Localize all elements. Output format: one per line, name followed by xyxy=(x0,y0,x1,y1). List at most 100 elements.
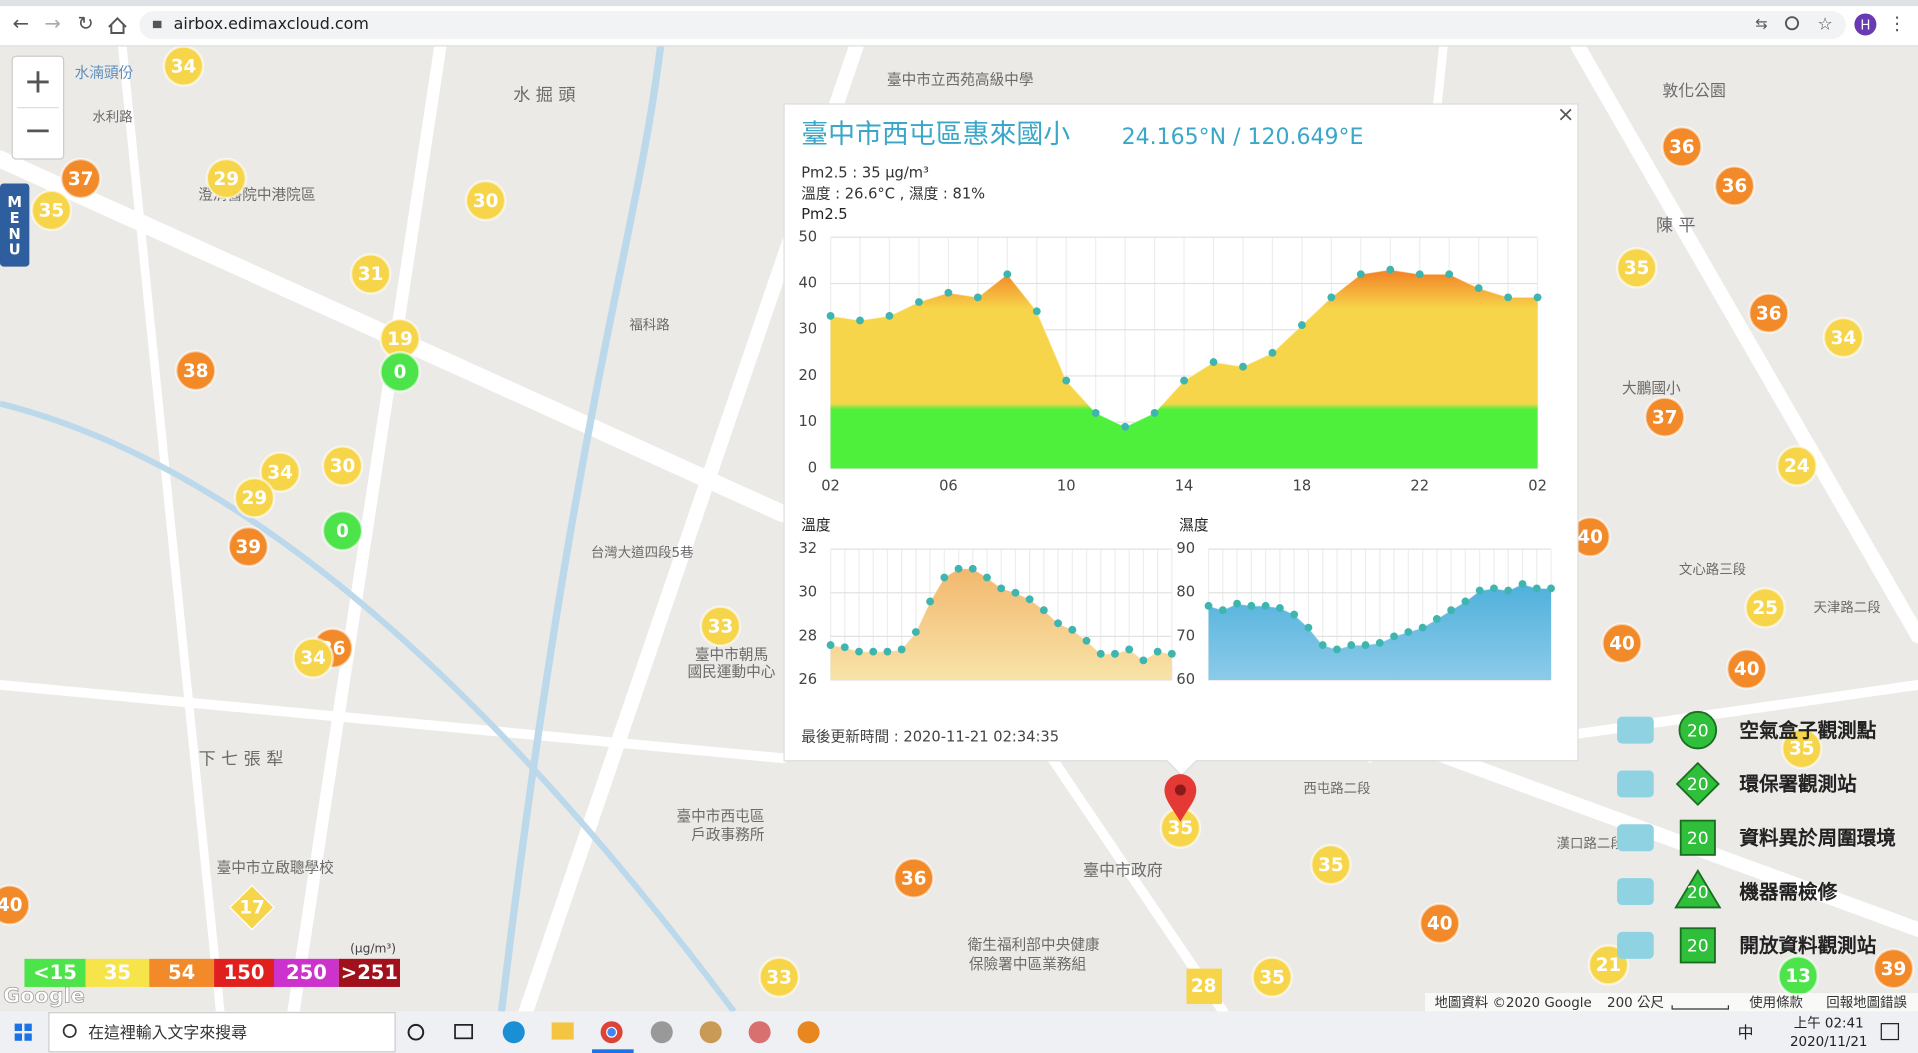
app-icon[interactable] xyxy=(748,1021,771,1044)
zoom-in[interactable]: + xyxy=(24,62,53,102)
air-marker[interactable] xyxy=(205,157,248,200)
marker-value: 35 xyxy=(1624,258,1650,279)
back-button[interactable]: ← xyxy=(13,12,29,35)
air-marker[interactable] xyxy=(1644,396,1686,438)
air-marker[interactable] xyxy=(259,451,301,493)
search-box[interactable] xyxy=(48,1012,396,1053)
data-point xyxy=(856,316,864,325)
pm25-reading: Pm2.5 : 35 μg/m³ xyxy=(801,165,929,182)
air-marker[interactable] xyxy=(321,509,364,552)
ime-indicator[interactable]: 中 xyxy=(1738,1023,1754,1042)
profile-avatar[interactable] xyxy=(1854,13,1877,36)
start-button[interactable] xyxy=(14,1023,32,1041)
active-indicator xyxy=(592,1049,634,1053)
air-marker[interactable] xyxy=(1251,956,1293,998)
data-point xyxy=(1327,293,1336,302)
air-marker[interactable] xyxy=(292,637,334,679)
app-icon[interactable] xyxy=(650,1021,673,1044)
epa-marker[interactable] xyxy=(229,884,275,931)
data-point xyxy=(826,641,835,650)
marker-value: 40 xyxy=(1577,527,1603,548)
air-marker[interactable] xyxy=(1872,947,1915,990)
air-marker[interactable] xyxy=(758,956,800,998)
translate-icon[interactable]: ⇆ xyxy=(1755,15,1767,32)
zoom-icon[interactable] xyxy=(1784,16,1800,31)
legend-label: 空氣盒子觀測點 xyxy=(1739,719,1876,742)
map-label: 下 七 張 犁 xyxy=(199,749,284,769)
zoom-out[interactable]: − xyxy=(24,111,53,151)
air-marker[interactable] xyxy=(1776,445,1818,487)
home-button[interactable] xyxy=(108,16,127,34)
data-point xyxy=(1490,584,1498,593)
air-marker[interactable] xyxy=(1725,648,1768,690)
app-icon[interactable] xyxy=(797,1021,820,1044)
air-marker[interactable] xyxy=(30,189,73,232)
marker-value: 40 xyxy=(1609,634,1635,655)
air-marker[interactable] xyxy=(892,857,935,899)
air-marker[interactable] xyxy=(1615,247,1658,289)
air-marker[interactable] xyxy=(349,253,392,295)
explorer-app[interactable] xyxy=(551,1022,574,1040)
data-point xyxy=(1125,645,1134,654)
air-marker[interactable] xyxy=(59,157,102,200)
forward-button[interactable]: → xyxy=(44,12,60,35)
attribution-bar xyxy=(1425,993,1918,1012)
air-marker[interactable] xyxy=(1747,292,1790,334)
cortana-button[interactable] xyxy=(407,1023,425,1041)
reload-button[interactable]: ↻ xyxy=(77,12,93,35)
search-placeholder[interactable]: 在這裡輸入文字來搜尋 xyxy=(88,1023,247,1042)
app-icon[interactable] xyxy=(699,1021,722,1044)
air-marker[interactable] xyxy=(0,884,31,926)
data-point xyxy=(1180,376,1188,385)
air-marker[interactable] xyxy=(1601,622,1643,665)
legend-badge-value: 20 xyxy=(1687,775,1709,795)
area xyxy=(830,269,1538,469)
air-marker[interactable] xyxy=(1781,727,1823,770)
menu-button[interactable] xyxy=(0,183,30,267)
marker-value: 39 xyxy=(236,537,262,558)
url[interactable]: airbox.edimaxcloud.com xyxy=(174,14,369,33)
map-scale: 200 公尺 xyxy=(1607,995,1664,1011)
data-point xyxy=(1275,604,1284,612)
marker-value: 29 xyxy=(242,488,268,509)
data-point xyxy=(911,628,920,636)
address-bar[interactable] xyxy=(139,11,1846,40)
data-point xyxy=(1247,601,1256,610)
popup-close[interactable]: × xyxy=(1557,102,1574,126)
start-tile xyxy=(24,1033,32,1041)
air-marker[interactable] xyxy=(1418,902,1461,945)
y-tick-label: 50 xyxy=(798,228,817,245)
data-point xyxy=(1204,601,1213,610)
air-marker[interactable] xyxy=(464,179,507,222)
notification-button[interactable] xyxy=(1880,1023,1900,1041)
edge-app[interactable] xyxy=(502,1021,525,1044)
terms-link[interactable]: 使用條款 xyxy=(1749,994,1803,1011)
menu-dots[interactable]: ⋮ xyxy=(1888,13,1906,34)
air-marker[interactable] xyxy=(1822,316,1865,359)
marker-value: 40 xyxy=(1427,914,1453,935)
report-link[interactable]: 回報地圖錯誤 xyxy=(1826,994,1907,1011)
open-data-marker[interactable] xyxy=(1186,968,1222,1005)
air-marker[interactable] xyxy=(699,605,742,647)
air-marker[interactable] xyxy=(233,476,276,519)
map-label: 漢口路二段 xyxy=(1557,836,1624,852)
air-marker[interactable] xyxy=(321,445,364,487)
data-point xyxy=(1474,284,1483,293)
data-point xyxy=(1150,409,1159,417)
map-label: 國民運動中心 xyxy=(688,664,776,681)
air-marker[interactable] xyxy=(1310,843,1352,886)
chart: 26 28 30 32 xyxy=(798,540,1176,688)
air-marker[interactable] xyxy=(1713,165,1756,207)
task-view-button[interactable] xyxy=(454,1024,474,1040)
pm-scale: <15 35 54 150 250 >251 xyxy=(24,958,400,987)
air-marker[interactable] xyxy=(379,351,421,393)
air-marker[interactable] xyxy=(1661,125,1703,168)
air-marker[interactable] xyxy=(174,349,217,392)
air-marker[interactable] xyxy=(227,525,270,568)
marker-value: 36 xyxy=(1669,137,1695,158)
bookmark-icon[interactable]: ☆ xyxy=(1817,14,1832,34)
marker-value: 38 xyxy=(183,361,209,382)
air-marker[interactable] xyxy=(1744,587,1786,629)
data-point xyxy=(1025,595,1034,604)
data-point xyxy=(1375,638,1384,647)
